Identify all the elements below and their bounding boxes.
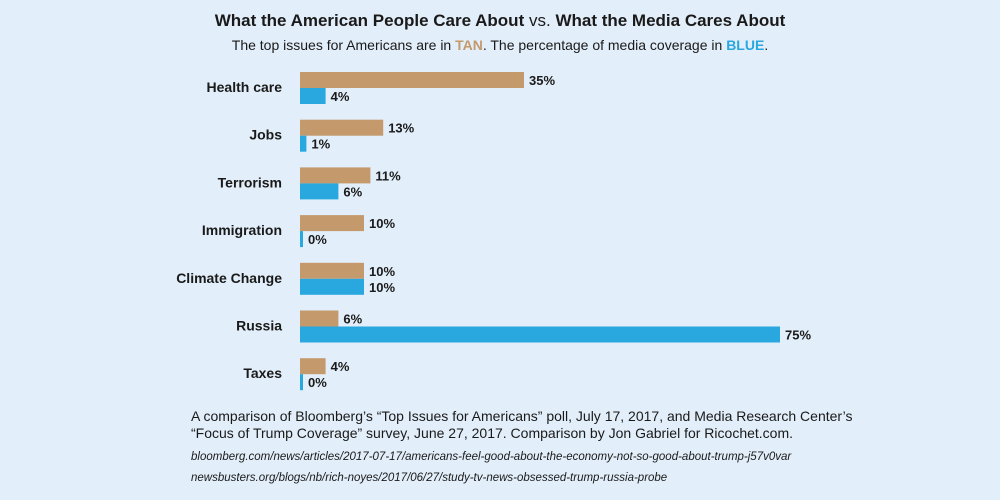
value-label-media-immigration: 0%	[308, 232, 327, 247]
footer-line-1: A comparison of Bloomberg’s “Top Issues …	[191, 408, 853, 424]
value-label-americans-climate-change: 10%	[369, 264, 395, 279]
value-label-media-russia: 75%	[785, 328, 811, 343]
title-part-2: What the Media Cares About	[555, 11, 786, 30]
value-label-media-taxes: 0%	[308, 375, 327, 390]
category-label-taxes: Taxes	[243, 365, 282, 381]
chart-title: What the American People Care About vs. …	[0, 10, 1000, 32]
title-vs: vs.	[528, 11, 551, 30]
bar-americans-russia	[300, 310, 339, 327]
bar-americans-jobs	[300, 119, 384, 136]
bar-americans-climate-change	[300, 262, 364, 279]
category-label-climate-change: Climate Change	[176, 270, 282, 286]
subtitle-mid: . The percentage of media coverage in	[482, 37, 723, 53]
bar-americans-immigration	[300, 215, 364, 232]
bar-media-climate-change	[300, 278, 364, 295]
category-label-jobs: Jobs	[249, 127, 282, 143]
category-label-health-care: Health care	[207, 79, 283, 95]
bar-americans-taxes	[300, 358, 326, 375]
value-label-media-jobs: 1%	[311, 137, 330, 152]
value-label-americans-taxes: 4%	[331, 359, 350, 374]
chart-footer: A comparison of Bloomberg’s “Top Issues …	[191, 408, 891, 442]
bar-media-terrorism	[300, 183, 339, 200]
subtitle-blue-word: BLUE	[726, 37, 765, 53]
chart-subtitle: The top issues for Americans are in TAN.…	[0, 36, 1000, 54]
category-label-immigration: Immigration	[202, 222, 282, 238]
bar-media-jobs	[300, 135, 307, 152]
bar-media-taxes	[300, 374, 303, 391]
value-label-media-climate-change: 10%	[369, 280, 395, 295]
bar-americans-health-care	[300, 72, 524, 88]
subtitle-tan-word: TAN	[455, 37, 483, 53]
value-label-americans-immigration: 10%	[369, 216, 395, 231]
value-label-media-terrorism: 6%	[343, 184, 362, 199]
title-part-1: What the American People Care About	[214, 11, 525, 30]
source-link-bloomberg[interactable]: bloomberg.com/news/articles/2017-07-17/a…	[191, 451, 792, 463]
bar-americans-terrorism	[300, 167, 371, 184]
category-label-terrorism: Terrorism	[218, 174, 282, 190]
footer-line-2: “Focus of Trump Coverage” survey, June 2…	[191, 425, 794, 441]
value-label-americans-terrorism: 11%	[375, 168, 401, 183]
category-label-russia: Russia	[236, 318, 282, 334]
value-label-media-health-care: 4%	[331, 89, 350, 104]
bar-media-russia	[300, 326, 780, 343]
bar-media-immigration	[300, 231, 303, 248]
value-label-americans-jobs: 13%	[388, 121, 414, 136]
bar-media-health-care	[300, 88, 326, 104]
subtitle-end: .	[764, 37, 769, 53]
bar-chart: Health care 35% 4% Jobs 13% 1% Terrorism 11% 6% I…	[176, 72, 811, 391]
value-label-americans-russia: 6%	[343, 312, 362, 327]
value-label-americans-health-care: 35%	[529, 73, 555, 88]
source-link-newsbusters[interactable]: newsbusters.org/blogs/nb/rich-noyes/2017…	[191, 472, 668, 484]
subtitle-pre: The top issues for Americans are in	[231, 37, 452, 53]
